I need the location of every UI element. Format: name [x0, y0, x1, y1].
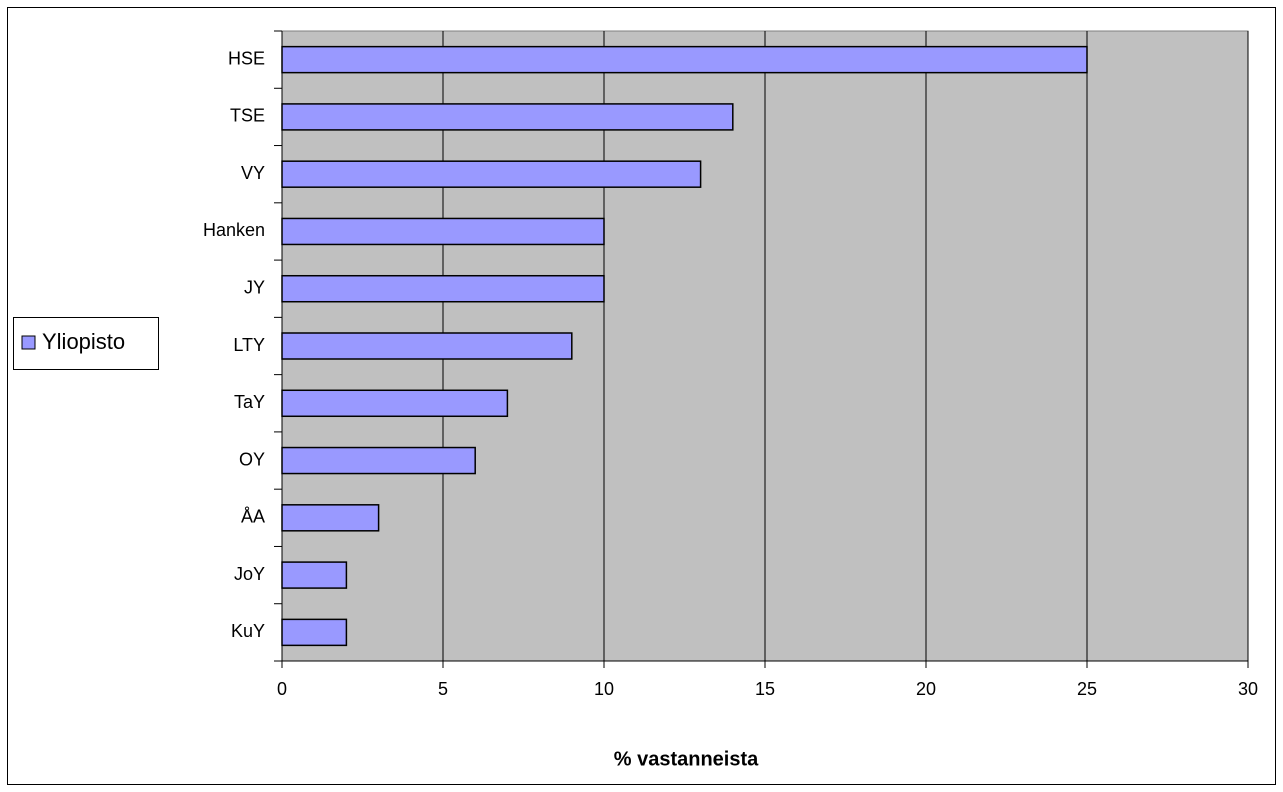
x-axis-title: % vastanneista: [614, 748, 759, 770]
y-tick-label: HSE: [228, 48, 265, 68]
x-tick-label: 20: [916, 679, 936, 699]
y-tick-label: LTY: [233, 335, 265, 355]
legend-label: Yliopisto: [42, 329, 125, 354]
y-tick-label: VY: [241, 163, 265, 183]
y-tick-label: TSE: [230, 106, 265, 126]
y-tick-label: KuY: [231, 621, 265, 641]
bar: [281, 160, 702, 188]
bar: [281, 103, 734, 131]
bar: [281, 389, 509, 418]
y-tick-label: JY: [244, 277, 265, 297]
x-tick-label: 15: [755, 679, 775, 699]
bar: [281, 561, 348, 589]
x-tick-label: 10: [594, 679, 614, 699]
bar: [281, 217, 605, 246]
x-tick-label: 25: [1077, 679, 1097, 699]
bar: [281, 618, 348, 647]
x-tick-label: 30: [1238, 679, 1258, 699]
legend-swatch: [21, 335, 36, 350]
y-tick-label: OY: [239, 449, 265, 469]
bar: [281, 332, 573, 360]
x-tick-label: 0: [277, 679, 287, 699]
y-tick-label: Hanken: [203, 220, 265, 240]
y-tick-label: ÅA: [241, 507, 265, 527]
bar: [281, 274, 605, 303]
legend-box: [13, 317, 159, 370]
bar: [281, 504, 380, 532]
bar: [281, 45, 1088, 74]
x-tick-label: 5: [438, 679, 448, 699]
bar: [281, 446, 476, 475]
y-tick-label: TaY: [234, 392, 265, 412]
y-tick-label: JoY: [234, 564, 265, 584]
